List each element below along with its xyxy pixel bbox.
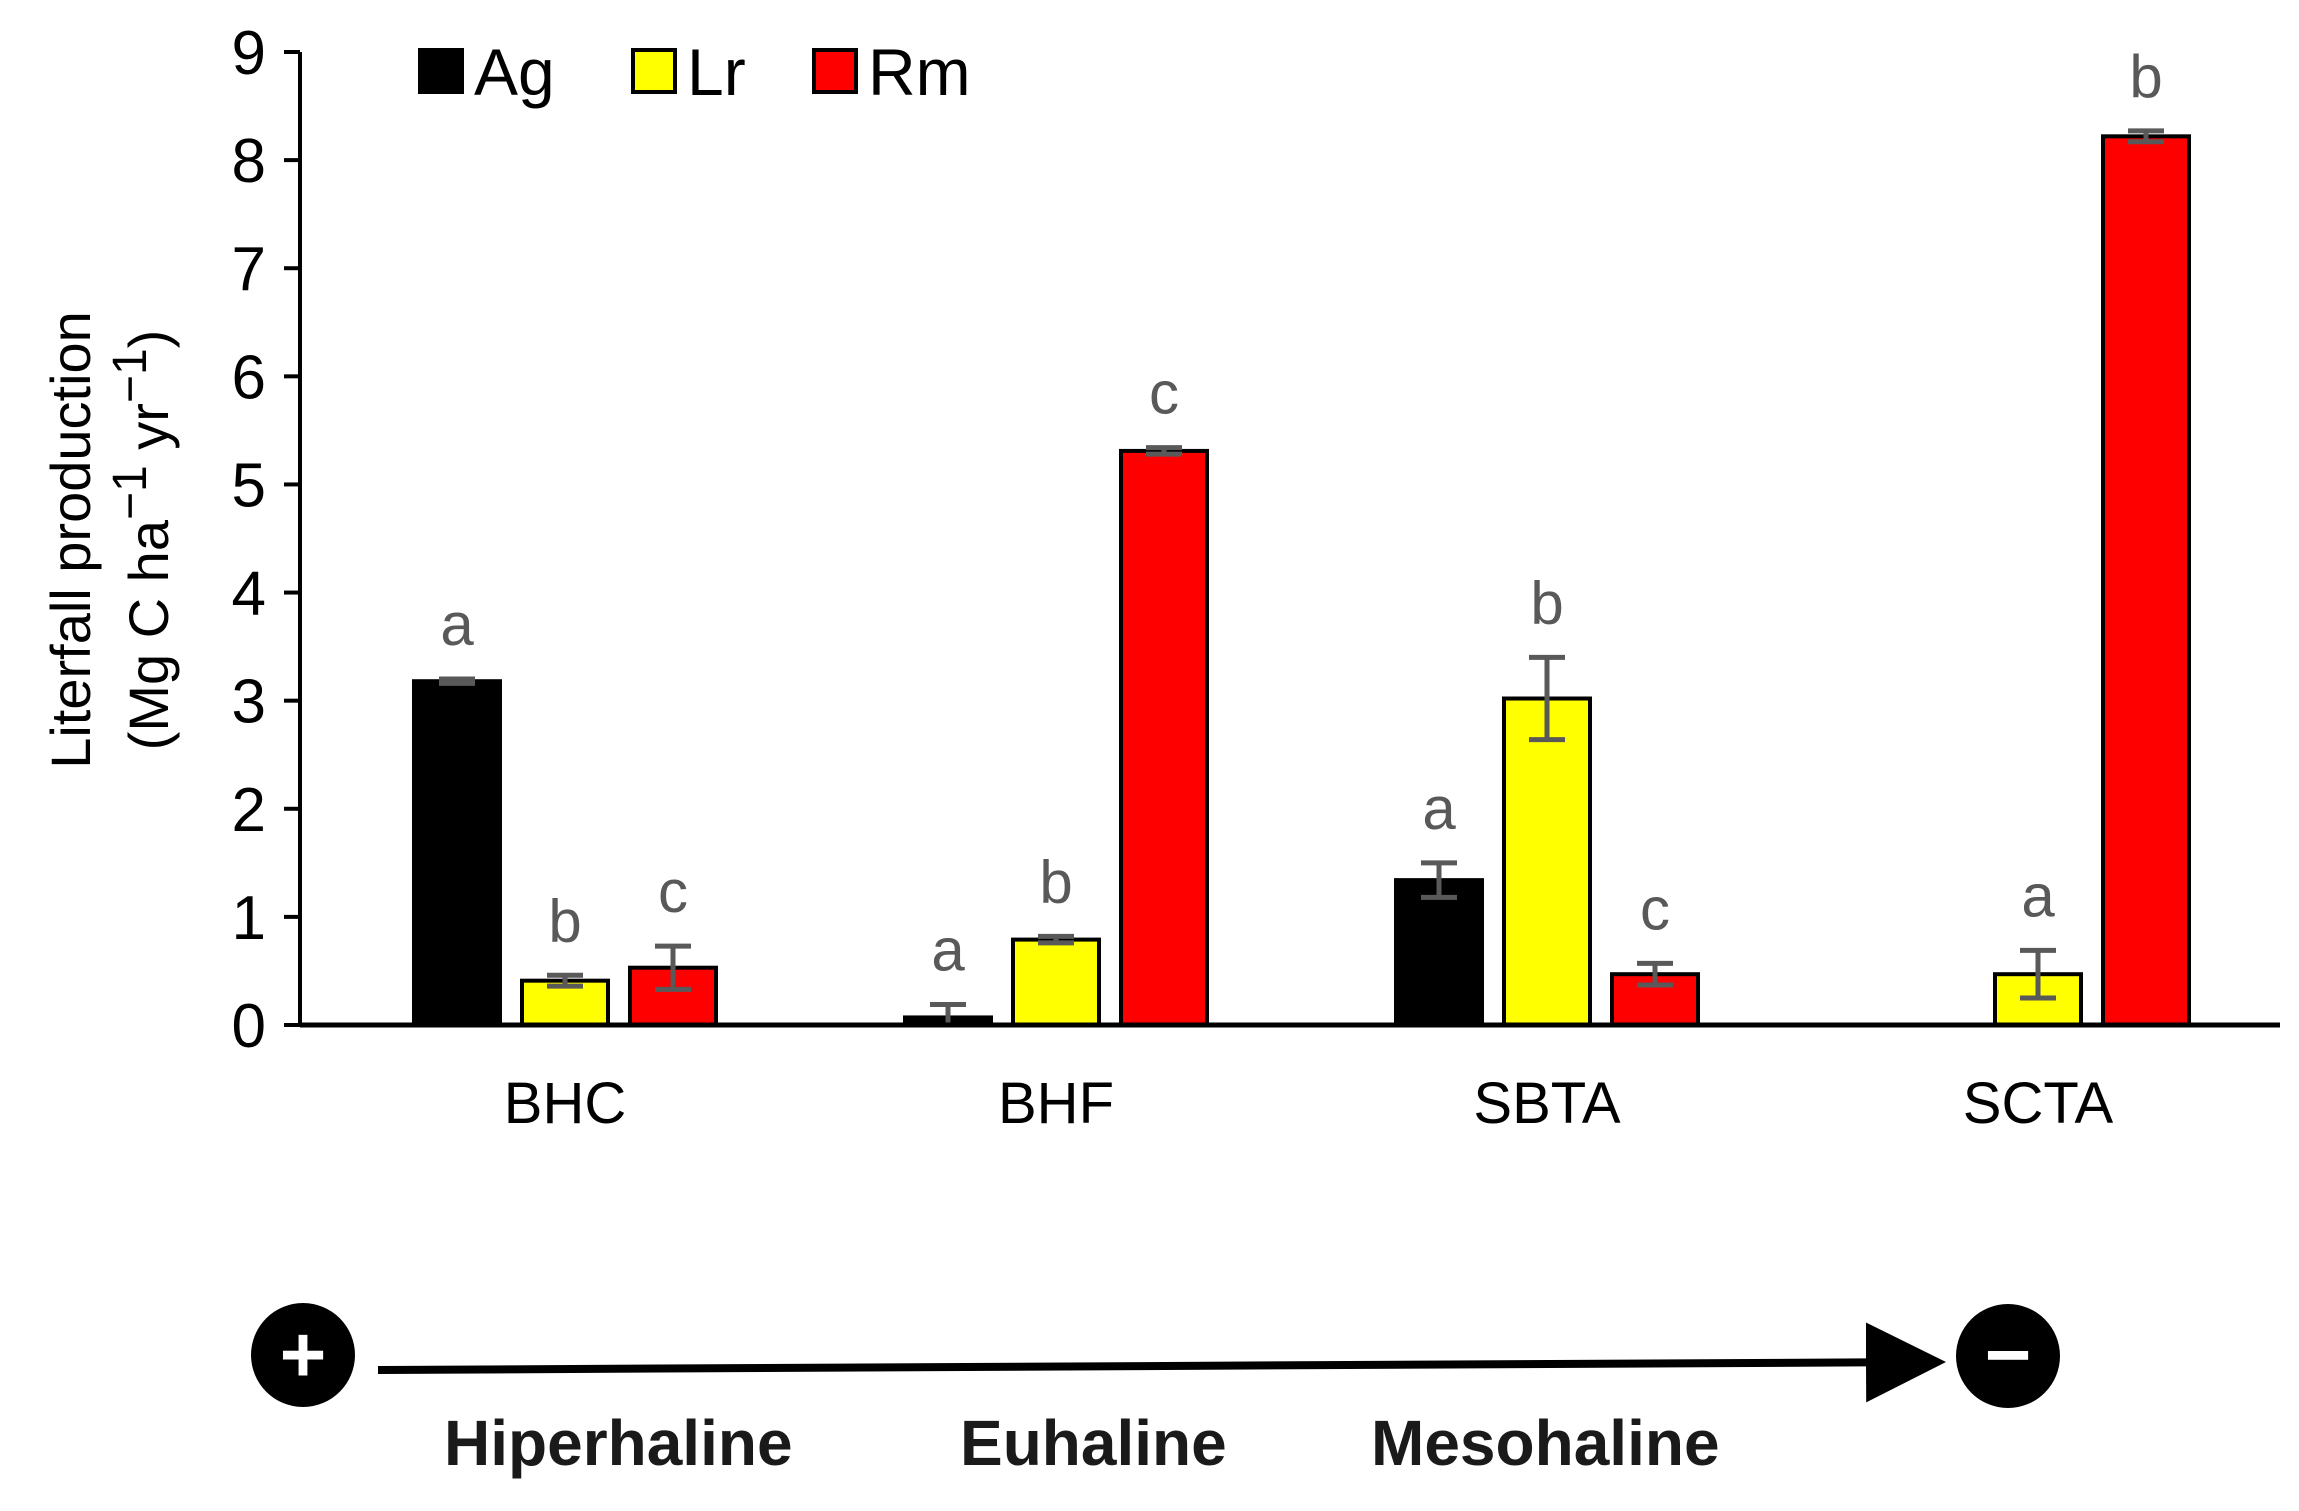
significance-letter: b bbox=[1530, 569, 1563, 636]
gradient-label-mesohaline: Mesohaline bbox=[1371, 1407, 1720, 1479]
gradient-arrow bbox=[377, 1322, 1946, 1403]
y-axis-title-line1: Literfall production bbox=[39, 311, 102, 769]
y-axis-ticks: 0 1 2 3 4 5 6 7 8 9 bbox=[232, 19, 300, 1061]
minus-symbol: − bbox=[1985, 1310, 2032, 1399]
y-tick-label: 7 bbox=[232, 235, 266, 304]
y-tick-label: 3 bbox=[232, 668, 266, 737]
gradient-label-euhaline: Euhaline bbox=[960, 1407, 1227, 1479]
legend: Ag Lr Rm bbox=[418, 35, 971, 109]
legend-label-ag: Ag bbox=[474, 35, 555, 109]
y-tick-label: 0 bbox=[232, 992, 266, 1061]
y-tick-label: 2 bbox=[232, 776, 266, 845]
significance-letter: a bbox=[2021, 862, 2055, 929]
minus-circle-icon bbox=[1956, 1304, 2060, 1408]
legend-swatch-rm bbox=[812, 48, 858, 94]
significance-letters: a a a b b b a c c c b bbox=[440, 43, 2162, 984]
y-axis-unit-sup-1: −1 bbox=[104, 465, 157, 520]
y-tick-label: 8 bbox=[232, 127, 266, 196]
category-label-scta: SCTA bbox=[1963, 1071, 2114, 1136]
y-axis-unit-mid: yr bbox=[117, 403, 180, 465]
legend-label-rm: Rm bbox=[868, 35, 971, 109]
legend-swatch-lr bbox=[631, 48, 677, 94]
y-axis-unit-suffix: ) bbox=[117, 330, 180, 349]
bar-rm-bhf bbox=[1119, 448, 1209, 1027]
significance-letter: a bbox=[931, 916, 965, 983]
bar-ag-sbta bbox=[1394, 878, 1484, 1027]
category-labels: BHC BHF SBTA SCTA bbox=[504, 1071, 2114, 1136]
y-axis-title-line2: (Mg C ha−1 yr−1) bbox=[104, 330, 180, 751]
significance-letter: a bbox=[1422, 775, 1456, 842]
significance-letter: a bbox=[440, 591, 474, 658]
bar-ag-bhc bbox=[412, 679, 502, 1027]
y-axis-title: Literfall production (Mg C ha−1 yr−1) bbox=[39, 311, 180, 769]
category-label-sbta: SBTA bbox=[1473, 1071, 1620, 1136]
y-tick-label: 4 bbox=[232, 560, 266, 629]
y-tick-label: 1 bbox=[232, 884, 266, 953]
y-axis-unit-prefix: (Mg C ha bbox=[117, 519, 180, 750]
axes bbox=[298, 52, 2280, 1028]
legend-label-lr: Lr bbox=[687, 35, 746, 109]
bar-lr-sbta bbox=[1502, 696, 1592, 1027]
y-axis-unit-sup-2: −1 bbox=[104, 348, 157, 403]
plus-circle-icon bbox=[251, 1303, 355, 1407]
significance-letter: b bbox=[1039, 848, 1072, 915]
error-bars bbox=[439, 128, 2164, 1028]
plus-symbol: + bbox=[280, 1310, 327, 1399]
y-tick-label: 6 bbox=[232, 343, 266, 412]
bar-lr-bhf bbox=[1011, 937, 1101, 1027]
significance-letter: c bbox=[1149, 360, 1179, 427]
category-label-bhc: BHC bbox=[504, 1071, 626, 1136]
legend-swatch-ag bbox=[418, 48, 464, 94]
significance-letter: c bbox=[658, 858, 688, 925]
significance-letter: c bbox=[1640, 875, 1670, 942]
salinity-gradient: + − Hiperhaline Euhaline Mesohaline bbox=[251, 1303, 2060, 1479]
significance-letter: b bbox=[548, 887, 581, 954]
bar-rm-scta bbox=[2101, 134, 2191, 1027]
category-label-bhf: BHF bbox=[998, 1071, 1114, 1136]
gradient-label-hiperhaline: Hiperhaline bbox=[444, 1407, 793, 1479]
significance-letter: b bbox=[2129, 43, 2162, 110]
y-tick-label: 9 bbox=[232, 19, 266, 88]
y-tick-label: 5 bbox=[232, 451, 266, 520]
